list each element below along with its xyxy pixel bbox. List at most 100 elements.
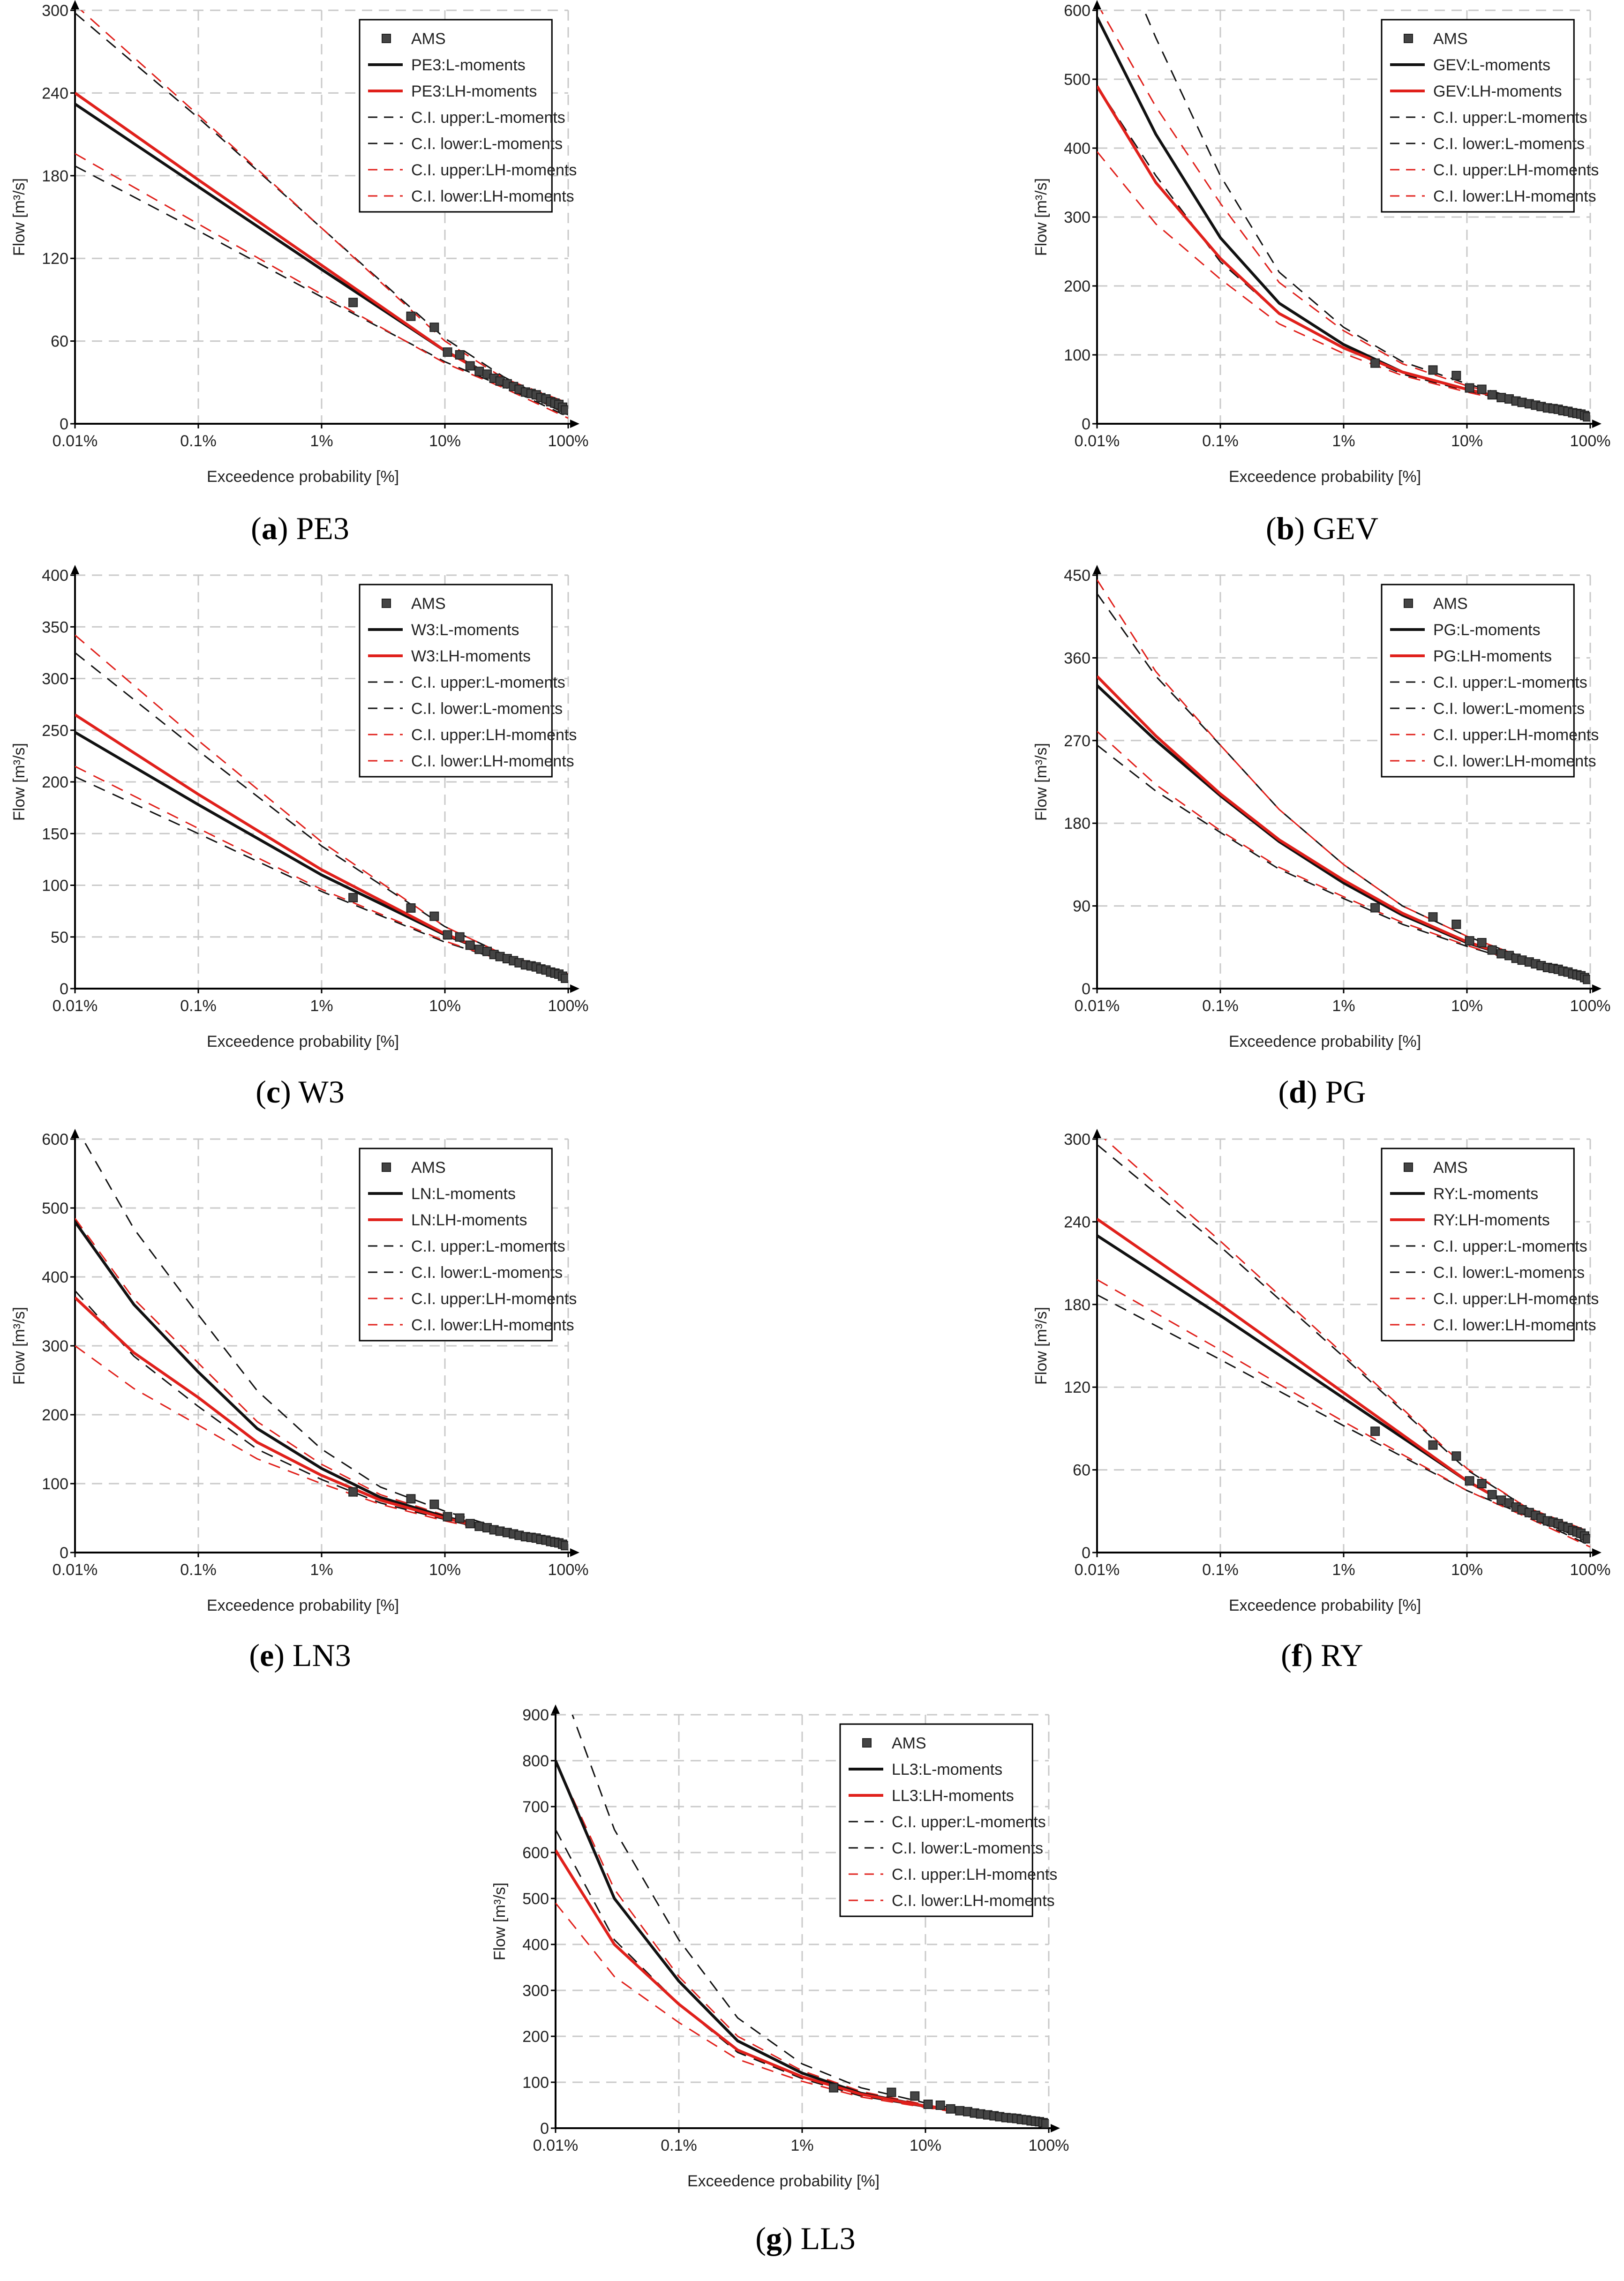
x-tick-label: 0.01% xyxy=(1075,997,1120,1015)
ams-point xyxy=(1370,903,1380,913)
y-tick-label: 270 xyxy=(1064,732,1090,750)
legend-label: C.I. upper:LH-moments xyxy=(1433,161,1599,179)
y-tick-label: 180 xyxy=(42,167,68,185)
y-tick-label: 800 xyxy=(522,1752,549,1770)
legend-label: C.I. lower:LH-moments xyxy=(411,188,574,205)
x-axis-title: Exceedence probability [%] xyxy=(1229,1033,1421,1050)
ams-point xyxy=(1428,912,1438,922)
y-tick-label: 180 xyxy=(1064,815,1090,833)
y-tick-label: 100 xyxy=(42,877,68,895)
legend-swatch-ams xyxy=(1404,599,1413,608)
x-tick-label: 0.1% xyxy=(1202,432,1239,450)
legend-label: AMS xyxy=(411,30,446,48)
ams-point xyxy=(455,1513,465,1523)
legend-label: AMS xyxy=(411,595,446,613)
legend-label: C.I. upper:L-moments xyxy=(1433,1238,1587,1255)
x-tick-label: 0.01% xyxy=(53,432,98,450)
legend-label: C.I. lower:LH-moments xyxy=(1433,188,1596,205)
ams-point xyxy=(887,2087,896,2097)
y-tick-label: 500 xyxy=(1064,71,1090,89)
ams-point xyxy=(455,350,465,360)
x-axis-title: Exceedence probability [%] xyxy=(1229,468,1421,486)
series-line-3 xyxy=(556,1829,1049,2125)
series-line-2 xyxy=(1097,1144,1590,1539)
y-tick-label: 300 xyxy=(1064,1131,1090,1148)
legend-swatch-ams xyxy=(862,1738,872,1748)
series-line-2 xyxy=(1097,593,1590,978)
y-tick-label: 900 xyxy=(522,1706,549,1724)
y-tick-label: 0 xyxy=(1082,415,1090,433)
ams-point xyxy=(1496,1495,1506,1505)
panel-caption: (g) LL3 xyxy=(755,2221,855,2256)
y-tick-label: 300 xyxy=(522,1982,549,2000)
x-axis-title: Exceedence probability [%] xyxy=(207,468,399,486)
legend: AMS PE3:L-moments PE3:LH-moments C.I. upper… xyxy=(359,19,577,213)
legend-label: LN:L-moments xyxy=(411,1185,516,1203)
y-tick-label: 0 xyxy=(1082,1544,1090,1562)
legend: AMS LN:L-moments LN:LH-moments C.I. upper:L… xyxy=(359,1148,577,1342)
y-tick-label: 240 xyxy=(42,84,68,102)
chart-panel-f: 0 60 120 180 240 300 0.01% 0.1% 1% 10% 100% Exceede… xyxy=(1032,1129,1610,1673)
series-group xyxy=(75,10,568,419)
legend-label: C.I. lower:LH-moments xyxy=(1433,1316,1596,1334)
y-tick-label: 600 xyxy=(522,1844,549,1862)
ams-points xyxy=(348,1487,568,1551)
legend-label: C.I. upper:LH-moments xyxy=(411,1290,577,1308)
y-tick-label: 500 xyxy=(522,1890,549,1908)
ams-point xyxy=(429,323,439,332)
ams-point xyxy=(1477,1479,1487,1488)
ams-points xyxy=(348,298,568,415)
ams-point xyxy=(406,311,416,321)
ams-point xyxy=(474,945,484,954)
caption-letter: b xyxy=(1277,510,1294,546)
legend-label: C.I. upper:LH-moments xyxy=(1433,726,1599,744)
legend-label: LN:LH-moments xyxy=(411,1211,527,1229)
ams-points xyxy=(1370,1426,1590,1544)
panel-caption: (e) LN3 xyxy=(249,1637,351,1673)
ams-point xyxy=(1041,2119,1049,2128)
x-axis-arrow xyxy=(1592,1548,1601,1557)
ams-point xyxy=(465,361,475,371)
y-tick-label: 180 xyxy=(1064,1296,1090,1314)
series-group xyxy=(75,1139,568,1551)
x-tick-label: 0.1% xyxy=(1202,997,1239,1015)
legend-label: C.I. upper:LH-moments xyxy=(411,161,577,179)
ams-point xyxy=(348,1487,358,1497)
y-axis-title: Flow [m³/s] xyxy=(10,1307,28,1385)
ams-point xyxy=(406,903,416,913)
y-tick-label: 240 xyxy=(1064,1213,1090,1231)
y-axis-arrow xyxy=(1093,0,1101,9)
ams-point xyxy=(935,2101,945,2110)
panel-caption: (a) PE3 xyxy=(251,510,349,546)
caption-letter: a xyxy=(262,510,278,546)
x-tick-label: 10% xyxy=(1451,1561,1483,1579)
y-tick-label: 60 xyxy=(51,333,68,351)
ams-point xyxy=(1428,365,1438,375)
chart-panel-e: 0 100 200 300 400 500 600 0.01% 0.1% 1% 10% 100% Exc… xyxy=(10,1129,589,1673)
y-axis-arrow xyxy=(71,0,79,9)
x-tick-label: 10% xyxy=(429,1561,461,1579)
legend-label: C.I. lower:L-moments xyxy=(1433,1264,1585,1282)
caption-name: LL3 xyxy=(801,2221,856,2256)
series-group xyxy=(556,1715,1049,2128)
legend-label: LL3:LH-moments xyxy=(892,1787,1014,1805)
ams-point xyxy=(1487,390,1497,400)
y-tick-label: 400 xyxy=(42,567,68,585)
legend-label: C.I. upper:LH-moments xyxy=(892,1866,1057,1883)
ams-point xyxy=(829,2083,839,2093)
y-tick-label: 360 xyxy=(1064,649,1090,667)
caption-name: PE3 xyxy=(296,510,349,546)
y-tick-label: 50 xyxy=(51,929,68,946)
legend-label: C.I. lower:L-moments xyxy=(411,1264,563,1282)
caption-name: GEV xyxy=(1313,510,1378,546)
caption-letter: e xyxy=(260,1637,274,1673)
x-tick-label: 10% xyxy=(1451,432,1483,450)
caption-letter: d xyxy=(1289,1074,1307,1110)
legend-swatch-ams xyxy=(382,1163,391,1172)
x-tick-label: 100% xyxy=(548,1561,589,1579)
ams-point xyxy=(1451,371,1461,381)
legend-label: RY:L-moments xyxy=(1433,1185,1538,1203)
chart-panel-d: 0 90 180 270 360 450 0.01% 0.1% 1% 10% 100% Exceede… xyxy=(1032,565,1610,1110)
chart-panel-c: 0 50 100 150 200 250 300 350 400 0.01% 0.1% 1% 10% 10… xyxy=(10,565,588,1110)
series-line-4 xyxy=(1100,10,1590,415)
